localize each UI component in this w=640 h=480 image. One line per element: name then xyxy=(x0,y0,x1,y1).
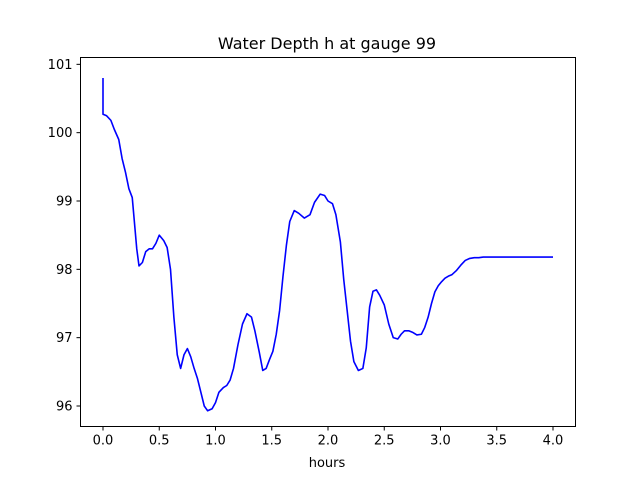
x-tick-label: 2.0 xyxy=(318,434,339,449)
y-tick-label: 98 xyxy=(56,263,73,278)
plot-frame xyxy=(80,57,576,427)
x-tick-label: 2.5 xyxy=(374,434,395,449)
chart-title: Water Depth h at gauge 99 xyxy=(218,34,436,53)
x-axis: 0.0 0.5 1.0 1.5 2.0 2.5 3.0 3.5 4.0 xyxy=(93,426,564,449)
y-tick-label: 99 xyxy=(56,195,73,210)
x-tick-label: 4.0 xyxy=(543,434,564,449)
x-axis-label: hours xyxy=(309,456,346,471)
y-tick-label: 96 xyxy=(56,400,73,415)
y-tick-label: 100 xyxy=(48,126,73,141)
x-tick-label: 1.5 xyxy=(261,434,282,449)
series-line-0 xyxy=(102,78,553,412)
x-tick-label: 3.0 xyxy=(430,434,451,449)
x-tick-label: 3.5 xyxy=(486,434,507,449)
x-tick-label: 0.5 xyxy=(149,434,170,449)
x-tick-label: 0.0 xyxy=(93,434,114,449)
y-axis: 96 97 98 99 100 101 xyxy=(48,58,81,415)
y-tick-label: 97 xyxy=(56,331,73,346)
plot-area xyxy=(102,78,553,412)
y-tick-label: 101 xyxy=(48,58,73,73)
x-tick-label: 1.0 xyxy=(205,434,226,449)
